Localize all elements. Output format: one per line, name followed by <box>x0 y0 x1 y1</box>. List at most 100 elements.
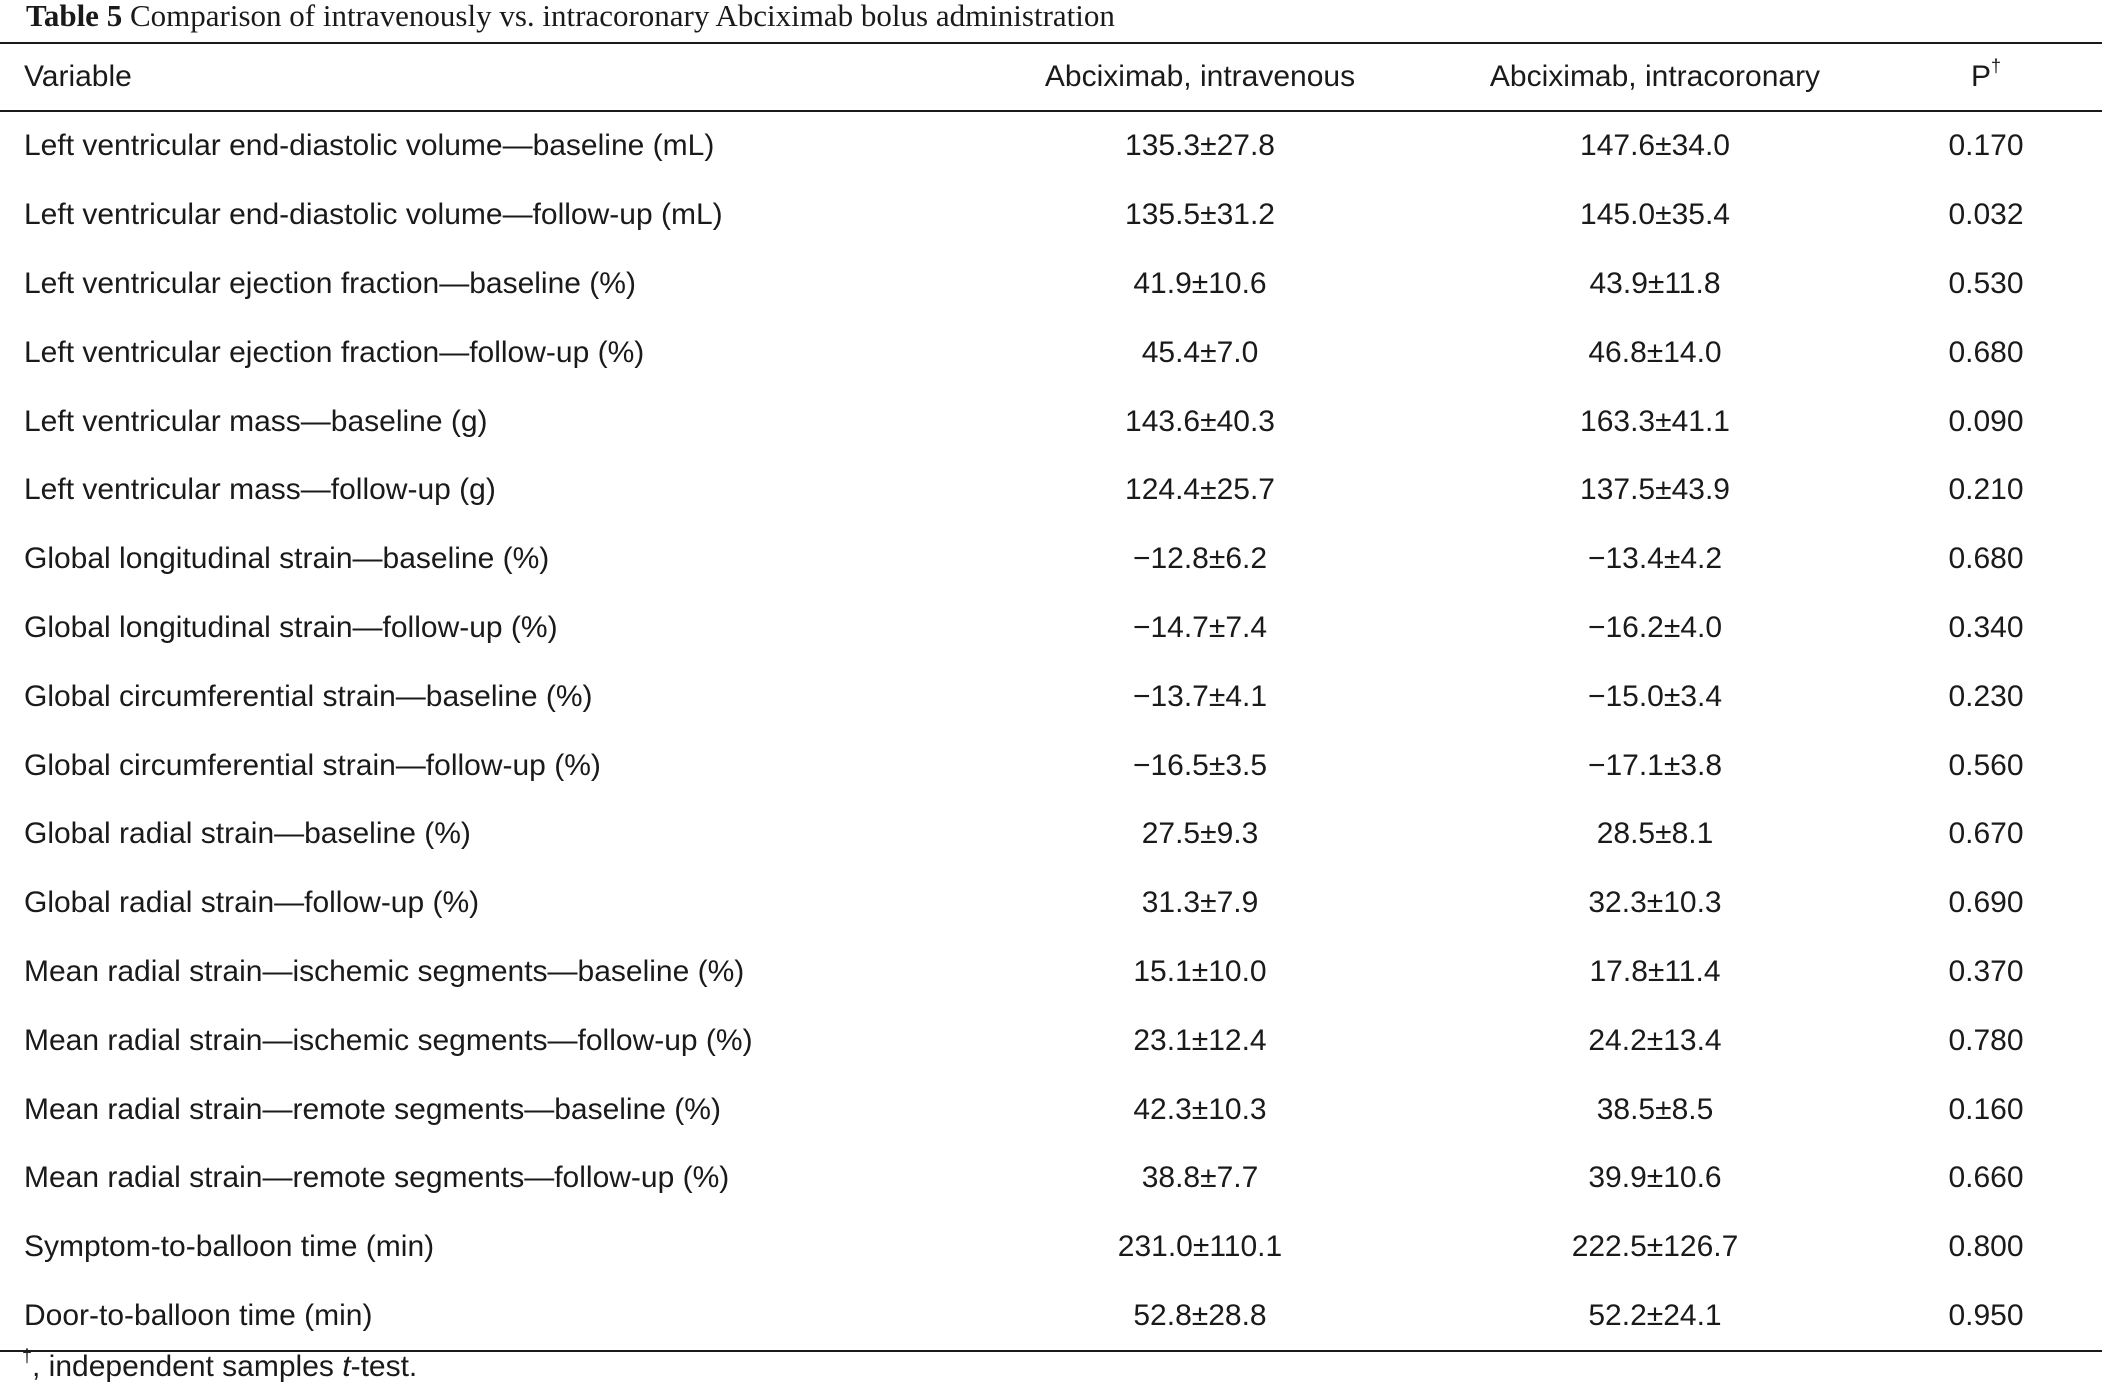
cell-intravenous: 52.8±28.8 <box>1133 1298 1267 1332</box>
cell-intravenous: −13.7±4.1 <box>1132 679 1268 713</box>
cell-p-value: 0.660 <box>1948 1161 2024 1195</box>
table-caption: Table 5 Comparison of intravenously vs. … <box>26 0 1115 36</box>
cell-variable: Global radial strain—baseline (%) <box>24 817 471 851</box>
cell-intracoronary: −13.4±4.2 <box>1587 542 1723 576</box>
cell-p-value: 0.680 <box>1948 335 2024 369</box>
footnote-dagger: † <box>22 1346 33 1366</box>
cell-variable: Symptom-to-balloon time (min) <box>24 1230 435 1264</box>
cell-variable: Left ventricular end-diastolic volume—fo… <box>24 198 723 232</box>
table-row: Mean radial strain—remote segments—follo… <box>0 1144 2102 1213</box>
cell-p-value: 0.690 <box>1948 886 2024 920</box>
cell-intravenous: −12.8±6.2 <box>1132 542 1268 576</box>
header-row: Variable Abciximab, intravenous Abcixima… <box>0 43 2102 111</box>
cell-intracoronary: 163.3±41.1 <box>1580 404 1730 438</box>
cell-p-value: 0.230 <box>1948 679 2024 713</box>
cell-p-value: 0.090 <box>1948 404 2024 438</box>
table-row: Global longitudinal strain—follow-up (%)… <box>0 594 2102 663</box>
cell-p-value: 0.170 <box>1948 129 2024 163</box>
table-row: Symptom-to-balloon time (min) 231.0±110.1… <box>0 1213 2102 1282</box>
header-variable: Variable <box>24 60 132 93</box>
table-row: Mean radial strain—ischemic segments—fol… <box>0 1006 2102 1075</box>
table-caption-text: Comparison of intravenously vs. intracor… <box>129 0 1115 33</box>
cell-p-value: 0.210 <box>1948 473 2024 507</box>
cell-intravenous: 45.4±7.0 <box>1141 335 1259 369</box>
cell-p-value: 0.670 <box>1948 817 2024 851</box>
footnote-suffix: -test. <box>350 1350 418 1383</box>
cell-intracoronary: 137.5±43.9 <box>1580 473 1730 507</box>
cell-intravenous: 41.9±10.6 <box>1133 266 1267 300</box>
comparison-table: Variable Abciximab, intravenous Abcixima… <box>0 42 2102 1352</box>
table-row: Left ventricular end-diastolic volume—fo… <box>0 181 2102 250</box>
table-row: Global radial strain—baseline (%) 27.5±9.… <box>0 800 2102 869</box>
comparison-table-container: Variable Abciximab, intravenous Abcixima… <box>0 42 2102 1352</box>
cell-intracoronary: 43.9±11.8 <box>1589 266 1721 300</box>
table-row: Left ventricular mass—follow-up (g) 124.4… <box>0 456 2102 525</box>
cell-variable: Mean radial strain—remote segments—follo… <box>24 1161 730 1195</box>
cell-variable: Mean radial strain—ischemic segments—fol… <box>24 1023 753 1057</box>
cell-variable: Left ventricular end-diastolic volume—ba… <box>24 129 715 163</box>
cell-variable: Left ventricular ejection fraction—follo… <box>24 335 645 369</box>
table-header: Variable Abciximab, intravenous Abcixima… <box>0 43 2102 111</box>
cell-variable: Global circumferential strain—follow-up … <box>24 748 601 782</box>
table-row: Left ventricular mass—baseline (g) 143.6±… <box>0 387 2102 456</box>
table-row: Global circumferential strain—follow-up … <box>0 731 2102 800</box>
cell-intravenous: 15.1±10.0 <box>1133 954 1267 988</box>
cell-intracoronary: −17.1±3.8 <box>1587 748 1723 782</box>
cell-intracoronary: 28.5±8.1 <box>1596 817 1714 851</box>
cell-p-value: 0.340 <box>1948 610 2024 644</box>
cell-intravenous: −16.5±3.5 <box>1132 748 1268 782</box>
header-p-value: P† <box>1870 43 2102 111</box>
cell-intravenous: 231.0±110.1 <box>1117 1230 1283 1264</box>
cell-intracoronary: 147.6±34.0 <box>1580 129 1730 163</box>
cell-variable: Global longitudinal strain—baseline (%) <box>24 542 550 576</box>
cell-p-value: 0.800 <box>1948 1230 2024 1264</box>
cell-p-value: 0.032 <box>1948 198 2024 232</box>
cell-intracoronary: 32.3±10.3 <box>1588 886 1722 920</box>
cell-variable: Left ventricular mass—follow-up (g) <box>24 473 496 507</box>
table-row: Global circumferential strain—baseline (… <box>0 662 2102 731</box>
cell-intracoronary: 145.0±35.4 <box>1580 198 1730 232</box>
cell-variable: Door-to-balloon time (min) <box>24 1298 373 1332</box>
cell-p-value: 0.950 <box>1948 1298 2024 1332</box>
table-body: Left ventricular end-diastolic volume—ba… <box>0 111 2102 1352</box>
cell-p-value: 0.160 <box>1948 1092 2024 1126</box>
cell-variable: Global radial strain—follow-up (%) <box>24 886 480 920</box>
cell-intracoronary: 24.2±13.4 <box>1588 1023 1722 1057</box>
cell-variable: Mean radial strain—remote segments—basel… <box>24 1092 721 1126</box>
cell-intracoronary: 17.8±11.4 <box>1589 954 1721 988</box>
cell-variable: Left ventricular mass—baseline (g) <box>24 404 488 438</box>
cell-intravenous: 38.8±7.7 <box>1141 1161 1259 1195</box>
cell-variable: Global longitudinal strain—follow-up (%) <box>24 610 558 644</box>
cell-p-value: 0.370 <box>1948 954 2024 988</box>
cell-intravenous: 143.6±40.3 <box>1125 404 1275 438</box>
cell-intracoronary: 52.2±24.1 <box>1588 1298 1722 1332</box>
cell-variable: Mean radial strain—ischemic segments—bas… <box>24 954 745 988</box>
table-row: Global radial strain—follow-up (%) 31.3±7… <box>0 869 2102 938</box>
table-row: Left ventricular ejection fraction—follo… <box>0 318 2102 387</box>
cell-intravenous: 27.5±9.3 <box>1141 817 1259 851</box>
table-row: Left ventricular end-diastolic volume—ba… <box>0 111 2102 181</box>
header-p-dagger: † <box>1991 56 2002 76</box>
cell-intracoronary: 46.8±14.0 <box>1588 335 1722 369</box>
header-p-label: P <box>1970 60 1991 93</box>
footnote-prefix: , independent samples <box>32 1350 343 1383</box>
table-row: Global longitudinal strain—baseline (%) −… <box>0 525 2102 594</box>
table-row: Left ventricular ejection fraction—basel… <box>0 250 2102 319</box>
table-footnote: †, independent samples t-test. <box>22 1346 418 1384</box>
table-row: Mean radial strain—ischemic segments—bas… <box>0 938 2102 1007</box>
cell-intravenous: −14.7±7.4 <box>1132 610 1268 644</box>
cell-intracoronary: 39.9±10.6 <box>1588 1161 1722 1195</box>
cell-p-value: 0.780 <box>1948 1023 2024 1057</box>
cell-variable: Left ventricular ejection fraction—basel… <box>24 266 636 300</box>
cell-intravenous: 23.1±12.4 <box>1133 1023 1267 1057</box>
header-intracoronary: Abciximab, intracoronary <box>1489 60 1821 93</box>
table-row: Door-to-balloon time (min) 52.8±28.8 52.2±… <box>0 1282 2102 1352</box>
table-caption-label: Table 5 <box>26 0 123 33</box>
cell-intracoronary: 222.5±126.7 <box>1571 1230 1739 1264</box>
cell-intracoronary: −16.2±4.0 <box>1587 610 1723 644</box>
cell-p-value: 0.530 <box>1948 266 2024 300</box>
cell-intracoronary: 38.5±8.5 <box>1596 1092 1714 1126</box>
cell-intravenous: 124.4±25.7 <box>1125 473 1275 507</box>
cell-variable: Global circumferential strain—baseline (… <box>24 679 593 713</box>
footnote-italic: t <box>342 1350 351 1383</box>
